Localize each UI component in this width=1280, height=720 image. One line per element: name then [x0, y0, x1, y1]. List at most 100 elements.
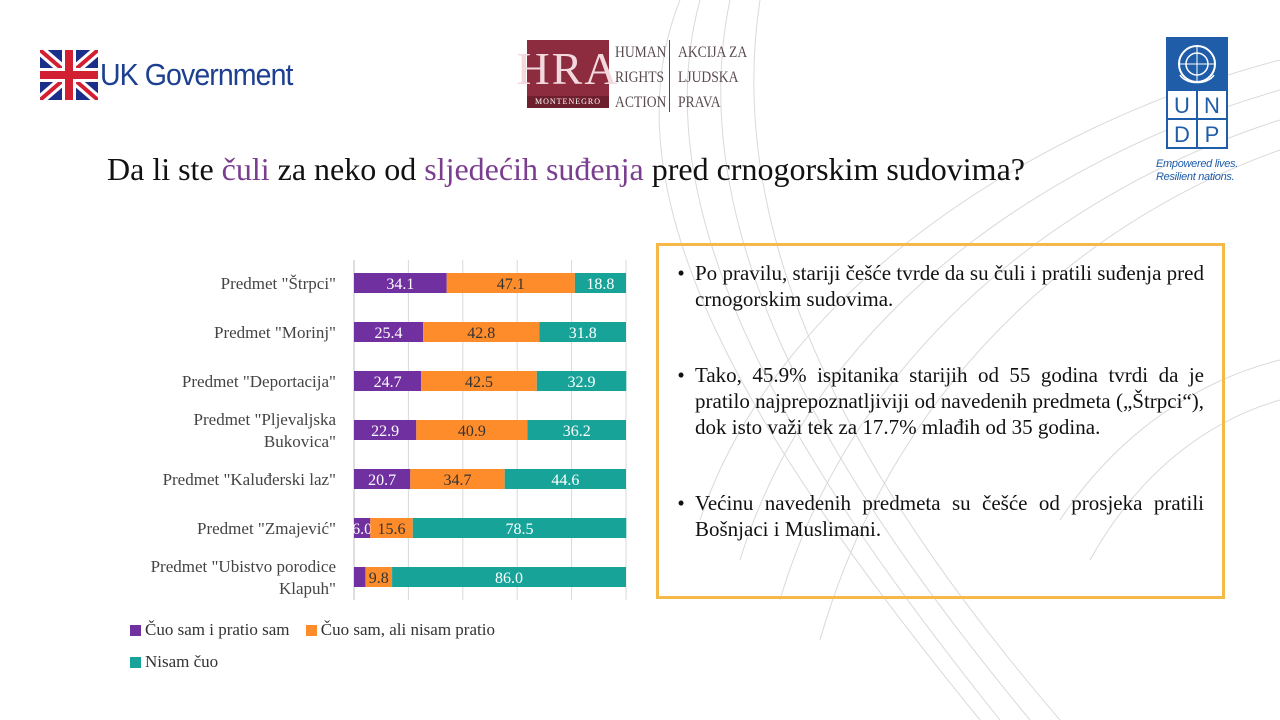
bar-segment [354, 371, 422, 391]
stacked-bar-chart: Predmet "Štrpci" 34.1 47.1 18.8 Predmet "Mor… [151, 260, 627, 600]
title-highlight: čuli [221, 151, 270, 187]
data-label: 86.0 [495, 570, 523, 587]
bar-segment [446, 273, 575, 293]
bar-segment [354, 567, 366, 587]
hra-logo-mark: HRA MONTENEGRO [516, 40, 618, 108]
title-text: pred crnogorskim sudovima? [643, 151, 1025, 187]
legend-label: Čuo sam i pratio sam [145, 620, 290, 639]
chart-legend: Čuo sam i pratio sam Čuo sam, ali nisam … [130, 617, 650, 681]
bar-segment [421, 371, 537, 391]
data-label: 44.6 [551, 472, 579, 489]
category-label: Predmet "Kaluđerski laz" [163, 470, 336, 489]
hra-me-line: PRAVA [678, 94, 722, 111]
data-label: 24.7 [374, 374, 402, 391]
undp-tagline-line: Empowered lives. [1156, 158, 1239, 170]
undp-tagline-line: Resilient nations. [1156, 171, 1235, 183]
legend-swatch-not-heard [130, 656, 141, 668]
data-label: 40.9 [458, 423, 486, 440]
bullet-dot-icon: • [677, 261, 685, 285]
category-label: Predmet "Štrpci" [221, 274, 336, 293]
undp-letter: P [1205, 122, 1220, 147]
data-label: 47.1 [497, 276, 525, 293]
title-text: Da li ste [107, 151, 222, 187]
finding-text: Tako, 45.9% ispitanika starijih od 55 go… [695, 363, 1204, 439]
data-label: 6.0 [352, 521, 372, 538]
finding-bullet: • Većinu navedenih predmeta su češće od … [667, 490, 1204, 542]
category-label: Predmet "Pljevaljska Bukovica" [194, 410, 337, 451]
legend-label: Nisam čuo [145, 652, 219, 671]
category-label-line: Predmet "Pljevaljska [194, 410, 337, 429]
finding-bullet: • Po pravilu, stariji češće tvrde da su … [667, 260, 1204, 312]
data-label: 9.8 [369, 570, 389, 587]
bar-segment [423, 322, 540, 342]
slide-title: Da li ste čuli za neko od sljedećih suđe… [107, 151, 1027, 187]
hra-montenegro: MONTENEGRO [527, 96, 609, 108]
bar-segment [354, 322, 424, 342]
hra-english-name: HUMAN RIGHTS ACTION [615, 40, 666, 115]
undp-letter: D [1174, 122, 1190, 147]
category-label: Predmet "Deportacija" [182, 372, 336, 391]
uk-government-label: UK Government [100, 57, 293, 92]
bar-segment [365, 567, 393, 587]
bar-segment [539, 322, 626, 342]
data-label: 31.8 [569, 325, 597, 342]
data-label: 78.5 [506, 521, 534, 538]
bar-segment [354, 469, 411, 489]
hra-local-name: AKCIJA ZA LJUDSKA PRAVA [678, 40, 747, 115]
bar-segment [354, 420, 417, 440]
undp-logo: U N D P [1166, 37, 1228, 149]
hra-en-line: RIGHTS [615, 69, 665, 86]
category-label-line: Predmet "Štrpci" [221, 274, 336, 293]
finding-text: Po pravilu, stariji češće tvrde da su ču… [695, 261, 1204, 311]
undp-letter: U [1174, 93, 1190, 118]
finding-text: Većinu navedenih predmeta su češće od pr… [695, 491, 1204, 541]
legend-item: Nisam čuo [130, 649, 218, 675]
bar-segment [410, 469, 505, 489]
legend-swatch-heard-not-followed [305, 624, 317, 636]
data-label: 32.9 [568, 374, 596, 391]
hra-me-line: LJUDSKA [678, 69, 739, 86]
bullet-dot-icon: • [677, 363, 685, 387]
legend-label: Čuo sam, ali nisam pratio [320, 620, 495, 639]
category-label-line: Klapuh" [279, 579, 336, 598]
category-label-line: Predmet "Deportacija" [182, 372, 336, 391]
bar-segment [354, 273, 447, 293]
hra-me-line: AKCIJA ZA [678, 44, 748, 61]
hra-en-line: ACTION [615, 94, 667, 111]
findings-box: • Po pravilu, stariji češće tvrde da su … [656, 243, 1225, 599]
legend-item: Čuo sam i pratio sam [130, 617, 289, 643]
bar-segment [370, 518, 413, 538]
data-label: 42.5 [465, 374, 493, 391]
hra-en-line: HUMAN [615, 44, 667, 61]
hra-divider [669, 40, 671, 112]
bar-segment [504, 469, 626, 489]
bar-segment [527, 420, 626, 440]
hra-logo: HRA MONTENEGRO HUMAN RIGHTS ACTION AKCIJ… [516, 40, 760, 115]
data-label: 42.8 [467, 325, 495, 342]
finding-bullet: • Tako, 45.9% ispitanika starijih od 55 … [667, 362, 1204, 440]
bar-segment [354, 518, 371, 538]
category-label: Predmet "Morinj" [214, 323, 336, 342]
data-label: 25.4 [375, 325, 403, 342]
title-text: za neko od [269, 151, 425, 187]
category-label: Predmet "Ubistvo porodice Klapuh" [151, 557, 336, 598]
data-label: 15.6 [378, 521, 406, 538]
category-label-line: Predmet "Ubistvo porodice [151, 557, 336, 576]
data-label: 22.9 [371, 423, 399, 440]
hra-letters: HRA [516, 43, 620, 94]
bar-segment [392, 567, 626, 587]
category-label-line: Bukovica" [264, 432, 336, 451]
data-label: 36.2 [563, 423, 591, 440]
bullet-dot-icon: • [677, 491, 685, 515]
undp-tagline: Empowered lives. Resilient nations. [1156, 158, 1238, 184]
category-label: Predmet "Zmajević" [197, 519, 336, 538]
legend-swatch-heard-followed [130, 624, 141, 636]
bar-segment [574, 273, 626, 293]
title-highlight: sljedećih suđenja [424, 151, 644, 187]
data-label: 34.7 [443, 472, 471, 489]
data-label: 20.7 [368, 472, 396, 489]
bar-segment [412, 518, 627, 538]
data-label: 34.1 [386, 276, 414, 293]
bar-segment [416, 420, 528, 440]
undp-letter: N [1204, 93, 1220, 118]
